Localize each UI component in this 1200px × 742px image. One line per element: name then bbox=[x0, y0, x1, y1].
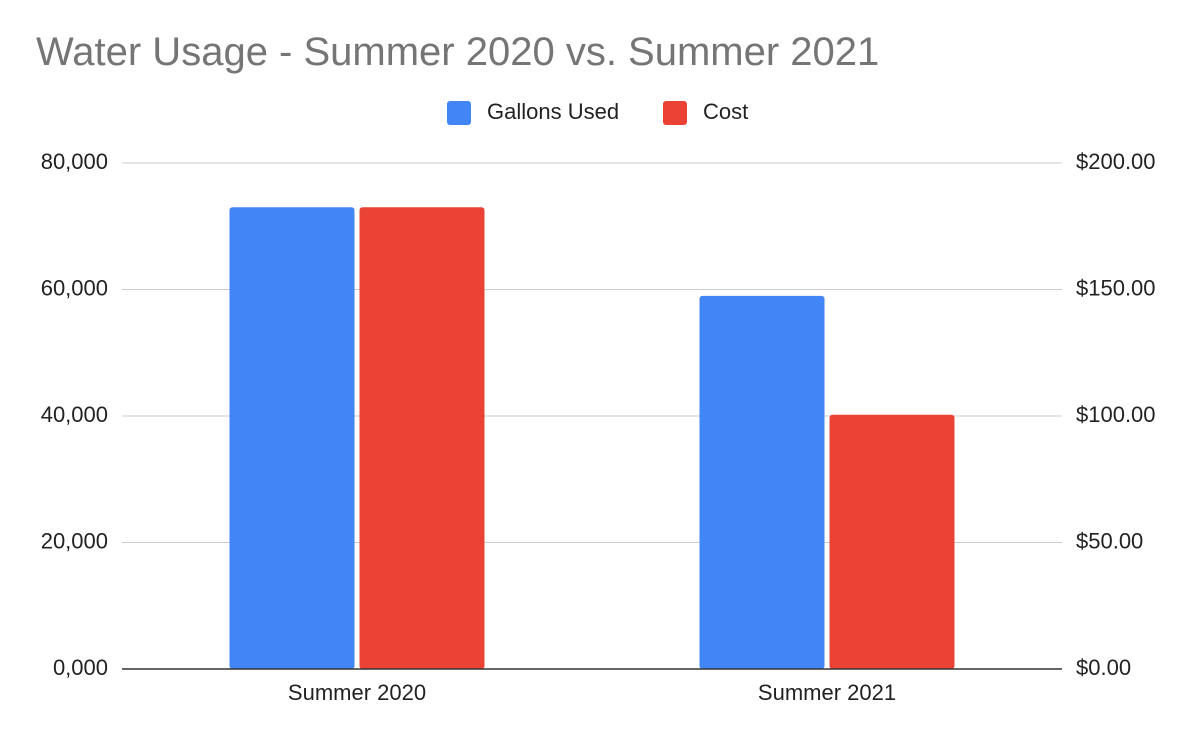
legend: Gallons Used Cost bbox=[447, 99, 748, 125]
right-axis-ticks: $0.00 $50.00 $100.00 $150.00 $200.00 bbox=[1076, 149, 1156, 680]
right-axis-tick-label: $150.00 bbox=[1076, 275, 1156, 300]
x-axis-tick-label: Summer 2021 bbox=[758, 680, 896, 705]
legend-label: Cost bbox=[703, 99, 748, 124]
bar-gallons-used bbox=[229, 207, 355, 669]
right-axis-tick-label: $50.00 bbox=[1076, 528, 1143, 553]
left-axis-tick-label: 60,000 bbox=[41, 275, 108, 300]
left-axis-tick-label: 20,000 bbox=[41, 528, 108, 553]
legend-swatch bbox=[447, 101, 471, 125]
right-axis-tick-label: $0.00 bbox=[1076, 655, 1131, 680]
left-axis-tick-label: 80,000 bbox=[41, 149, 108, 174]
x-axis-tick-label: Summer 2020 bbox=[288, 680, 426, 705]
bars bbox=[229, 207, 955, 669]
bar-gallons-used bbox=[699, 295, 825, 669]
bar-cost bbox=[359, 207, 485, 669]
left-axis-ticks: 0,000 20,000 40,000 60,000 80,000 bbox=[41, 149, 108, 680]
x-axis-ticks: Summer 2020 Summer 2021 bbox=[288, 680, 896, 705]
chart-title: Water Usage - Summer 2020 vs. Summer 202… bbox=[36, 30, 880, 74]
right-axis-tick-label: $200.00 bbox=[1076, 149, 1156, 174]
legend-swatch bbox=[663, 101, 687, 125]
right-axis-tick-label: $100.00 bbox=[1076, 402, 1156, 427]
left-axis-tick-label: 0,000 bbox=[53, 655, 108, 680]
legend-label: Gallons Used bbox=[487, 99, 619, 124]
left-axis-tick-label: 40,000 bbox=[41, 402, 108, 427]
bar-cost bbox=[829, 414, 955, 669]
